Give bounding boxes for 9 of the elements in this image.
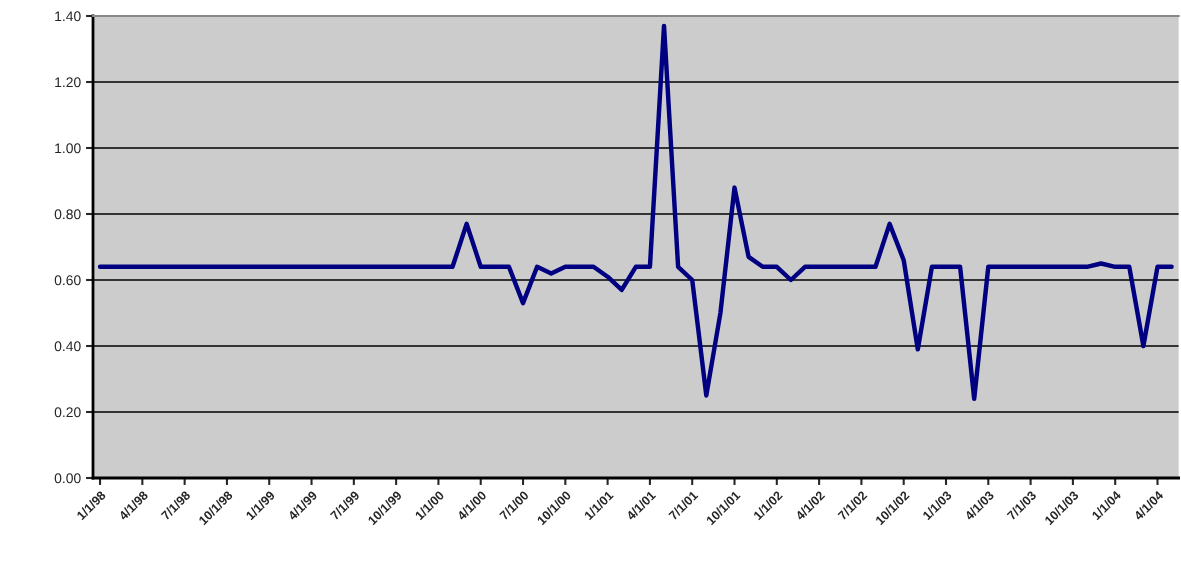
y-tick-label: 0.80 (54, 209, 81, 220)
y-tick-label: 0.00 (54, 473, 81, 484)
y-tick-label: 1.20 (55, 77, 81, 88)
line-series (97, 23, 1174, 402)
y-tick-label: 1.40 (55, 11, 81, 22)
y-tick-label: 0.60 (54, 275, 81, 286)
y-tick-label: 0.20 (54, 407, 81, 418)
y-tick-label: 1.00 (55, 143, 81, 154)
y-tick-label: 0.40 (54, 341, 81, 352)
